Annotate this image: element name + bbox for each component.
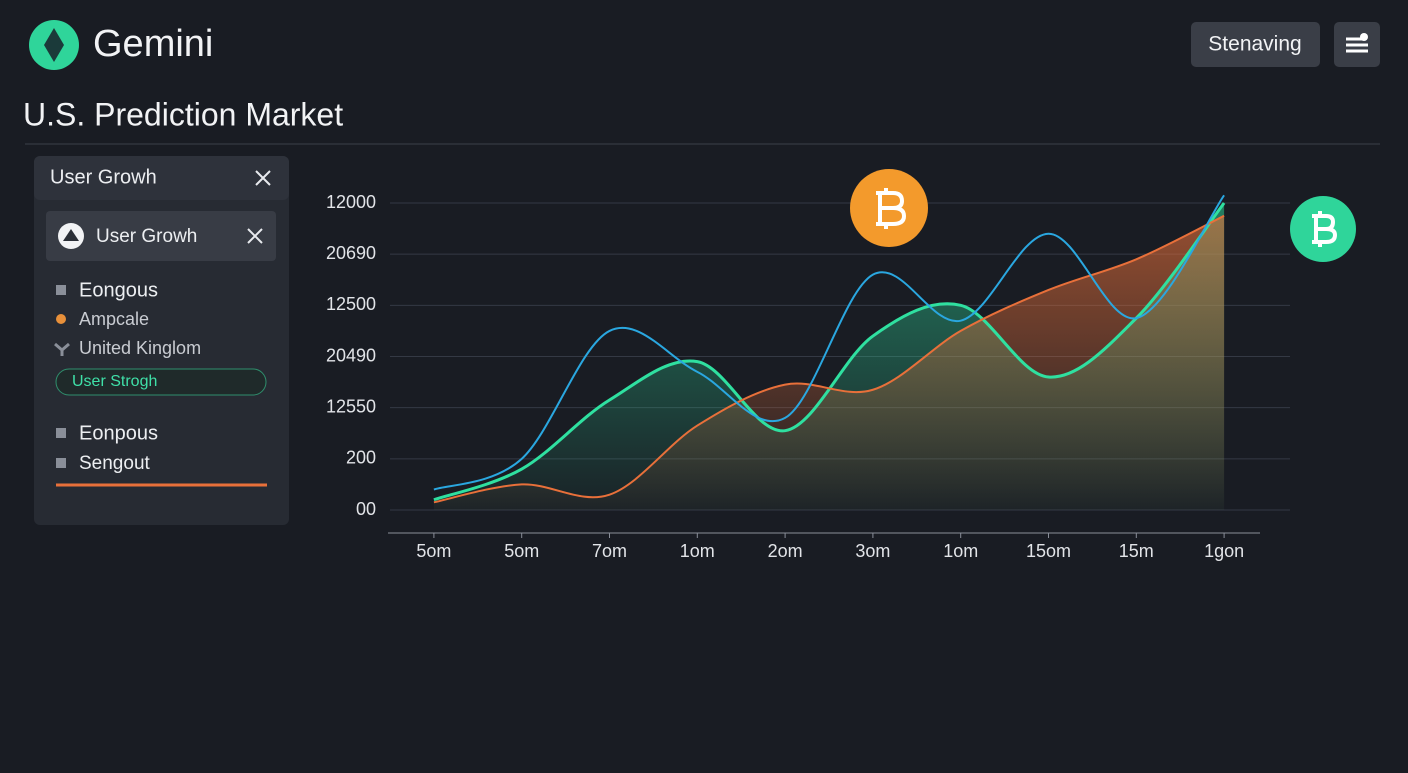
logo-mark [44,28,64,62]
x-tick-label: 15m [1119,541,1154,561]
line [433,194,1225,491]
pill-label[interactable]: User Strogh [72,373,157,390]
y-tick-label: 20490 [326,345,376,365]
item[interactable]: Eongous [79,279,158,301]
x-tick-label: 1gon [1204,541,1244,561]
item[interactable]: Ampcale [79,309,149,329]
close-icon[interactable] [255,170,271,186]
coin-icon [1290,196,1356,262]
header-button[interactable] [1191,22,1320,67]
y-tick-label: 20690 [326,243,376,263]
card-icon-mark [63,229,79,241]
y-tick-label: 12550 [326,396,376,416]
chart: 00 200 12550 20490 12500 20690 12000 5om 5om 7om 1… [326,192,1290,561]
item-icon [56,428,66,438]
area [433,215,1225,510]
sidebar-title: User Growh [50,166,157,188]
card-close[interactable] [247,228,263,244]
card-label: User Growh [96,226,197,247]
y-tick-label: 12000 [326,192,376,212]
item[interactable]: Sengout [79,453,151,474]
menu-dot [1360,33,1368,41]
item[interactable]: United Kinglom [79,338,201,358]
header-button-label[interactable]: Stenaving [1208,33,1301,56]
y-tick-label: 12500 [326,294,376,314]
item-icon [56,458,66,468]
y-tick-label: 200 [346,448,376,468]
line [433,214,1225,504]
item-icon [54,342,70,356]
page-title: U.S. Prediction Market [23,96,343,132]
x-tick-label: 1om [680,541,715,561]
item-icon [56,285,66,295]
coin-icon [850,169,928,247]
card[interactable] [46,211,276,261]
item[interactable]: Eonpous [79,422,158,444]
item-icon [56,314,66,324]
brand: Gemini [93,23,213,65]
x-tick-label: 3om [855,541,890,561]
menu-icon [1346,37,1368,53]
y-tick-label: 00 [356,499,376,519]
x-tick-label: 5om [416,541,451,561]
x-tick-label: 1om [943,541,978,561]
x-tick-label: 5om [504,541,539,561]
x-tick-label: 7om [592,541,627,561]
x-tick-label: 15om [1026,541,1071,561]
x-tick-label: 2om [768,541,803,561]
line [433,202,1226,502]
pill[interactable] [55,368,267,396]
sidebar-header [34,156,289,200]
